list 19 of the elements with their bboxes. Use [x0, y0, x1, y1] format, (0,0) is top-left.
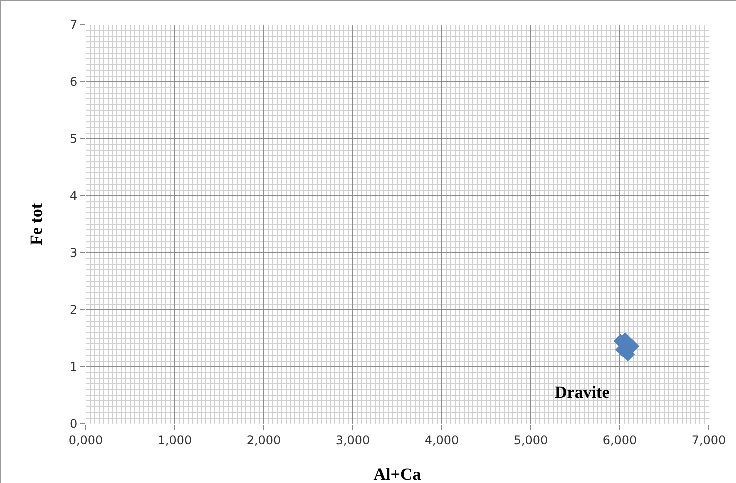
y-tick-label: 4 [70, 189, 78, 204]
x-tick-label: 4,000 [424, 433, 460, 448]
x-axis-title: Al+Ca [374, 465, 422, 483]
y-tick-label: 2 [70, 303, 78, 318]
x-tick-label: 3,000 [336, 433, 370, 448]
x-tick-label: 7,000 [692, 433, 726, 448]
x-tick-label: 2,000 [246, 433, 282, 448]
y-tick-label: 3 [70, 246, 78, 260]
x-tick-label: 1,000 [158, 433, 192, 448]
x-tick-label: 6,000 [602, 433, 638, 448]
y-tick-label: 7 [70, 18, 78, 32]
x-tick-label: 5,000 [514, 433, 548, 448]
y-tick-label: 6 [70, 75, 78, 90]
y-tick-label: 0 [70, 417, 78, 432]
x-tick-label: 0,000 [68, 433, 104, 448]
y-axis-title: Fe tot [27, 203, 46, 246]
y-tick-label: 1 [70, 360, 78, 374]
y-tick-label: 5 [70, 132, 78, 146]
annotation: Dravite [555, 383, 610, 402]
